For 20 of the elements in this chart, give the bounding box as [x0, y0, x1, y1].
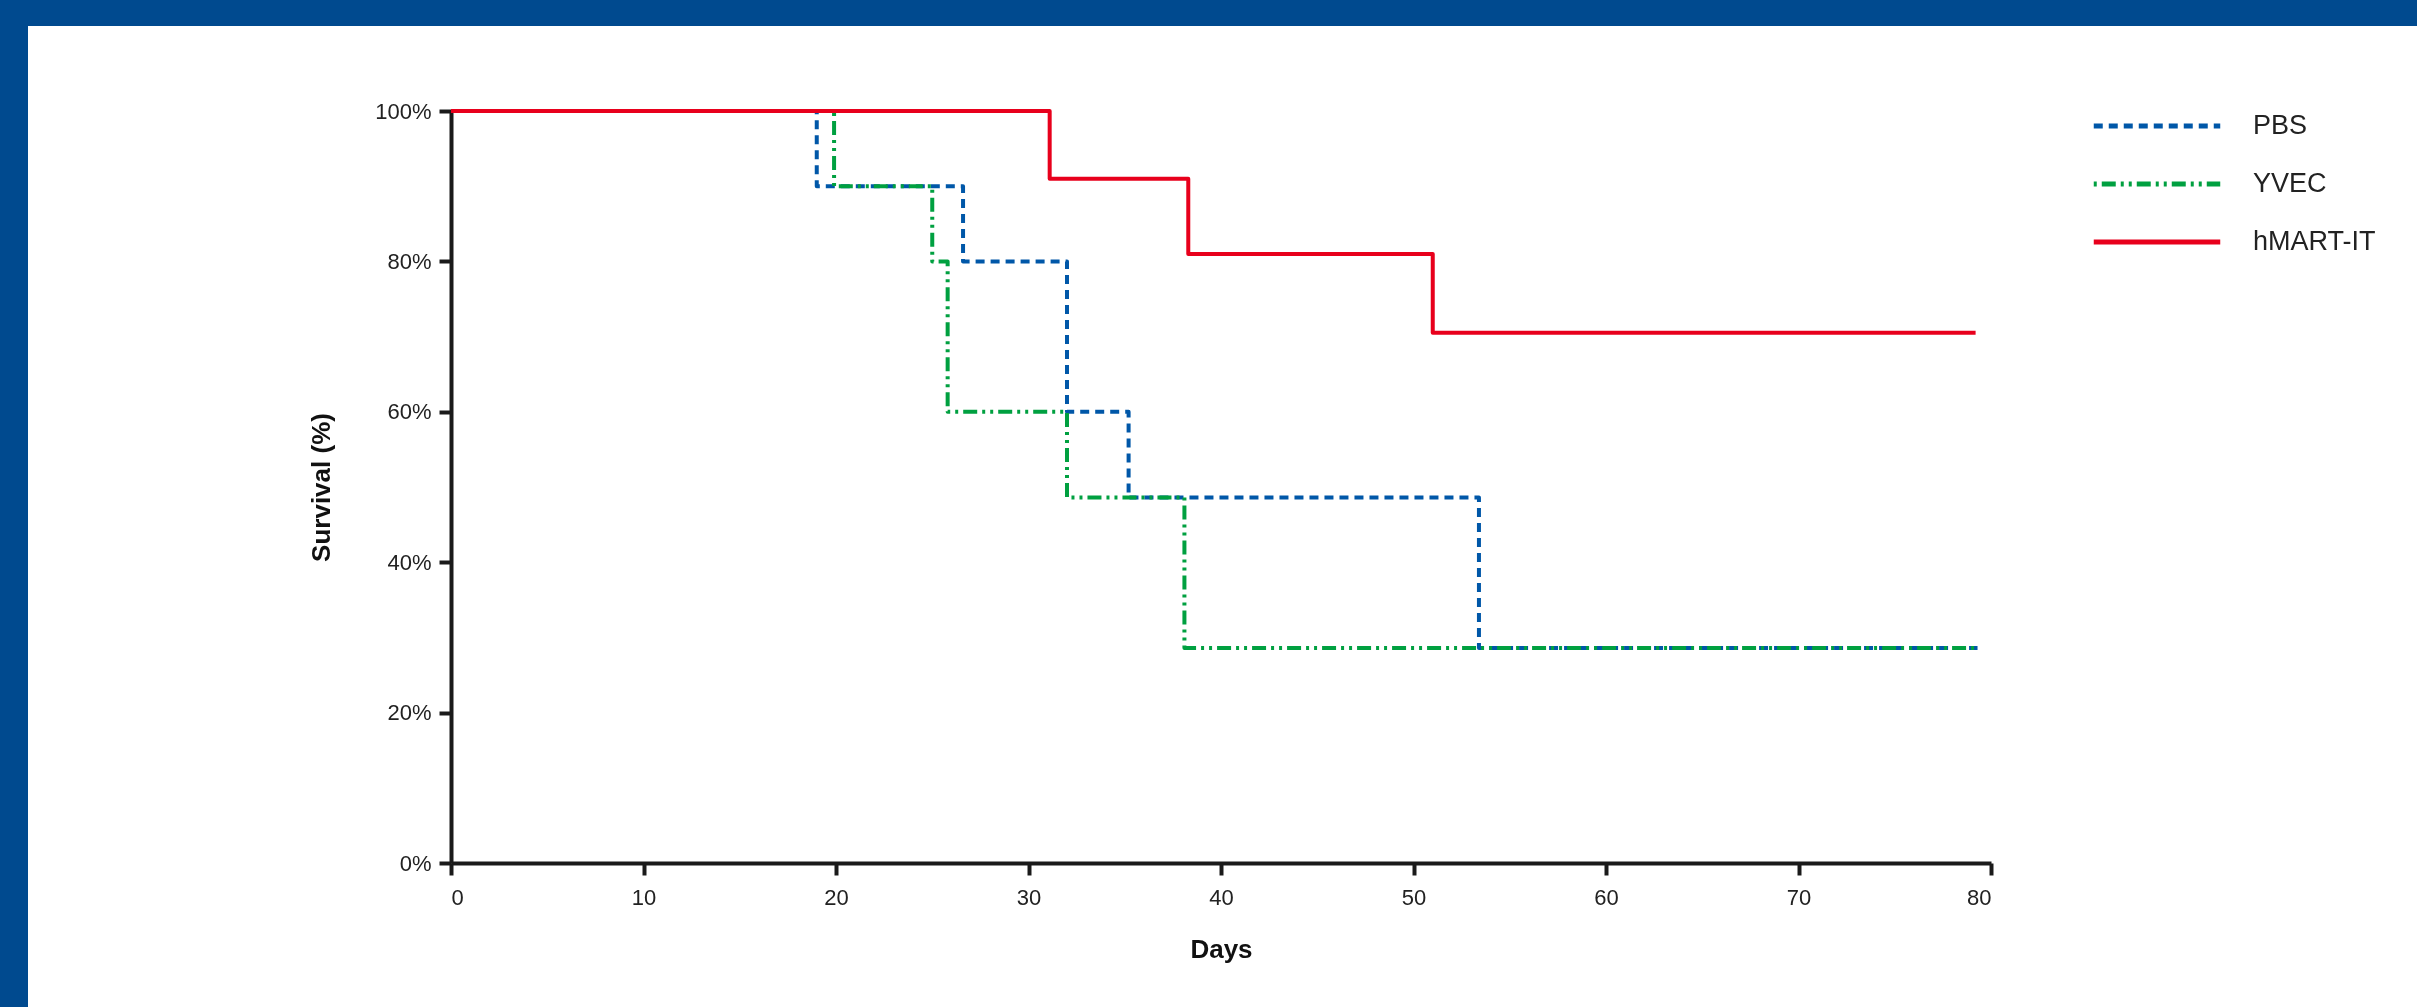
y-tick-label: 40%: [387, 549, 432, 575]
y-tick-label: 60%: [387, 399, 432, 425]
legend-label: YVEC: [2253, 168, 2327, 198]
x-tick-label: 80: [1967, 884, 1992, 910]
y-tick-label: 100%: [375, 98, 432, 124]
x-tick-label: 70: [1786, 884, 1812, 910]
legend-label: hMART-IT: [2253, 226, 2376, 256]
x-tick-label: 40: [1209, 884, 1234, 910]
x-tick-label: 50: [1401, 884, 1427, 910]
y-tick-label: 20%: [387, 700, 432, 726]
y-axis-title: Survival (%): [306, 413, 337, 562]
x-axis-title: Days: [1190, 933, 1253, 964]
y-tick-label: 80%: [387, 248, 432, 274]
legend-label: PBS: [2253, 110, 2308, 140]
x-tick-label: 30: [1016, 884, 1042, 910]
x-tick-label: 10: [631, 884, 657, 910]
x-tick-label: 60: [1594, 884, 1619, 910]
x-tick-label: 20: [824, 884, 849, 910]
y-tick-label: 0%: [399, 850, 432, 876]
x-tick-label: 0: [451, 884, 464, 910]
